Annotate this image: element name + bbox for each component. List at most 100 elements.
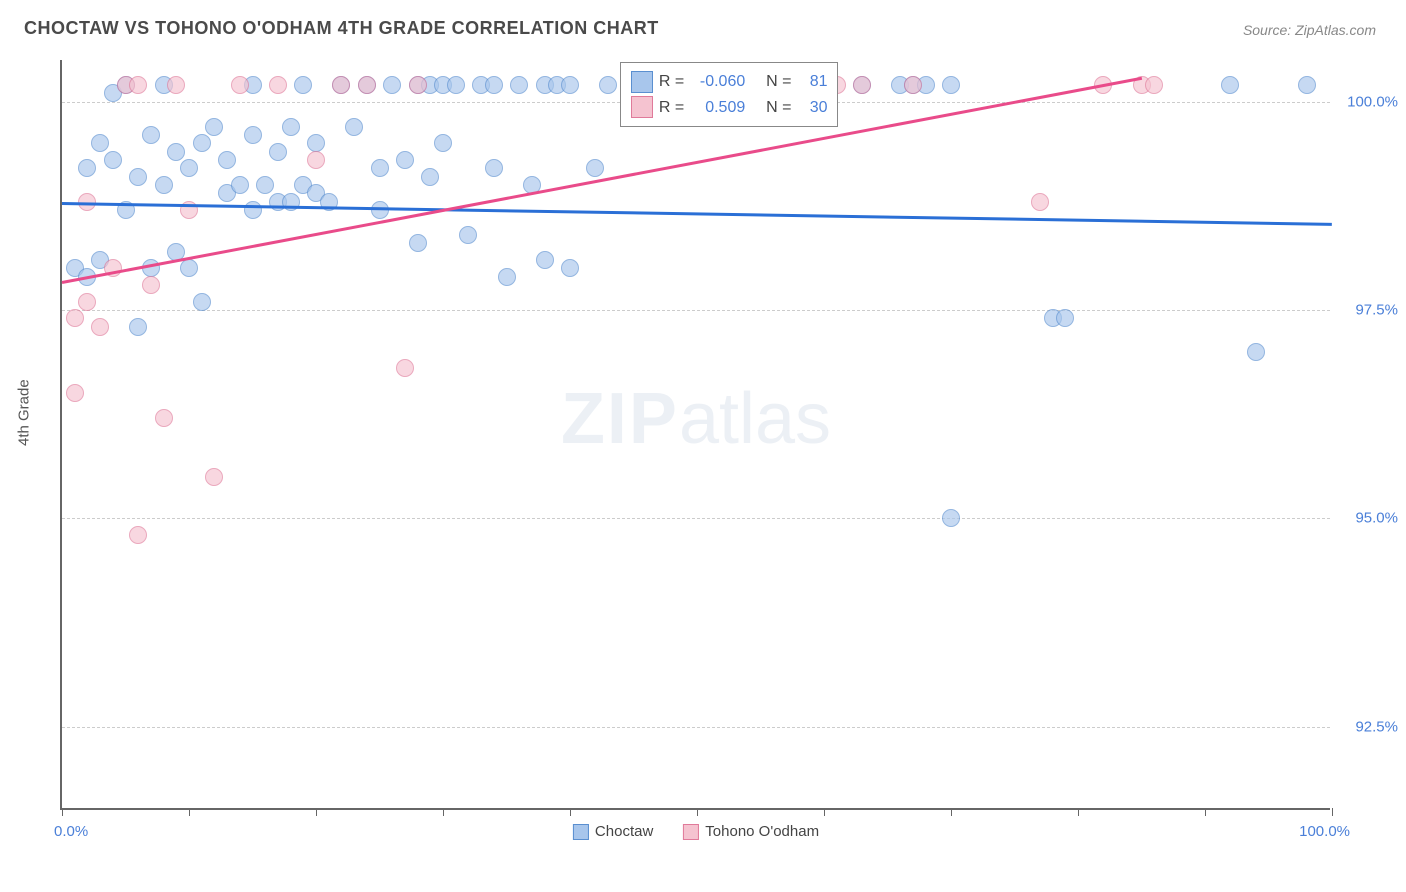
scatter-point: [345, 118, 363, 136]
legend-n-label: N =: [766, 95, 791, 121]
x-tick: [62, 808, 63, 816]
scatter-point: [904, 76, 922, 94]
scatter-point: [167, 143, 185, 161]
scatter-point: [66, 309, 84, 327]
legend-swatch: [631, 96, 653, 118]
x-axis-min-label: 0.0%: [54, 823, 88, 840]
scatter-point: [383, 76, 401, 94]
scatter-point: [78, 293, 96, 311]
legend-swatch: [631, 71, 653, 93]
scatter-point: [129, 318, 147, 336]
legend-r-label: R =: [659, 95, 684, 121]
legend-series-name: Choctaw: [595, 823, 653, 840]
scatter-point: [231, 76, 249, 94]
y-tick-label: 97.5%: [1355, 302, 1398, 319]
legend-r-label: R =: [659, 69, 684, 95]
scatter-point: [205, 118, 223, 136]
y-tick-label: 95.0%: [1355, 510, 1398, 527]
legend-series-item: Tohono O'odham: [683, 823, 819, 840]
scatter-point: [205, 468, 223, 486]
scatter-point: [193, 293, 211, 311]
scatter-point: [371, 159, 389, 177]
scatter-point: [485, 159, 503, 177]
scatter-point: [282, 118, 300, 136]
series-legend: Choctaw Tohono O'odham: [573, 823, 819, 840]
scatter-point: [231, 176, 249, 194]
scatter-point: [256, 176, 274, 194]
scatter-point: [91, 134, 109, 152]
scatter-point: [561, 259, 579, 277]
scatter-point: [447, 76, 465, 94]
scatter-point: [307, 134, 325, 152]
y-tick-label: 100.0%: [1347, 93, 1398, 110]
scatter-point: [396, 359, 414, 377]
legend-n-label: N =: [766, 69, 791, 95]
scatter-point: [180, 259, 198, 277]
x-tick: [570, 808, 571, 816]
y-tick-label: 92.5%: [1355, 718, 1398, 735]
x-tick: [824, 808, 825, 816]
scatter-point: [561, 76, 579, 94]
watermark: ZIPatlas: [561, 378, 831, 460]
legend-series-name: Tohono O'odham: [705, 823, 819, 840]
scatter-point: [104, 151, 122, 169]
scatter-point: [510, 76, 528, 94]
scatter-point: [294, 76, 312, 94]
legend-r-value: -0.060: [690, 69, 745, 95]
scatter-point: [129, 168, 147, 186]
legend-row: R =0.509 N =30: [631, 95, 828, 121]
x-tick: [443, 808, 444, 816]
grid-line: [62, 310, 1330, 311]
scatter-point: [485, 76, 503, 94]
scatter-point: [498, 268, 516, 286]
x-tick: [951, 808, 952, 816]
scatter-point: [155, 409, 173, 427]
scatter-point: [167, 76, 185, 94]
scatter-point: [942, 509, 960, 527]
scatter-point: [193, 134, 211, 152]
scatter-point: [129, 76, 147, 94]
scatter-point: [1221, 76, 1239, 94]
x-tick: [189, 808, 190, 816]
scatter-point: [66, 384, 84, 402]
scatter-point: [180, 159, 198, 177]
y-axis-label: 4th Grade: [16, 379, 33, 446]
legend-r-value: 0.509: [690, 95, 745, 121]
scatter-point: [421, 168, 439, 186]
scatter-point: [396, 151, 414, 169]
scatter-point: [244, 126, 262, 144]
scatter-point: [269, 76, 287, 94]
x-tick: [316, 808, 317, 816]
scatter-point: [142, 276, 160, 294]
scatter-point: [307, 151, 325, 169]
scatter-point: [358, 76, 376, 94]
scatter-point: [218, 151, 236, 169]
trend-line: [62, 77, 1142, 284]
legend-swatch: [683, 824, 699, 840]
scatter-point: [244, 201, 262, 219]
scatter-point: [78, 159, 96, 177]
scatter-point: [269, 143, 287, 161]
scatter-point: [536, 251, 554, 269]
scatter-point: [332, 76, 350, 94]
scatter-point: [586, 159, 604, 177]
scatter-point: [434, 134, 452, 152]
scatter-point: [599, 76, 617, 94]
x-tick: [1205, 808, 1206, 816]
x-axis-max-label: 100.0%: [1299, 823, 1350, 840]
scatter-point: [459, 226, 477, 244]
legend-n-value: 81: [797, 69, 827, 95]
scatter-point: [155, 176, 173, 194]
correlation-legend: R =-0.060 N =81R =0.509 N =30: [620, 62, 839, 127]
x-tick: [697, 808, 698, 816]
x-tick: [1078, 808, 1079, 816]
scatter-point: [1145, 76, 1163, 94]
scatter-point: [91, 318, 109, 336]
scatter-point: [409, 234, 427, 252]
grid-line: [62, 518, 1330, 519]
source-attribution: Source: ZipAtlas.com: [1243, 22, 1376, 38]
legend-row: R =-0.060 N =81: [631, 69, 828, 95]
scatter-point: [409, 76, 427, 94]
legend-swatch: [573, 824, 589, 840]
plot-area: ZIPatlas R =-0.060 N =81R =0.509 N =30 0…: [60, 60, 1330, 810]
